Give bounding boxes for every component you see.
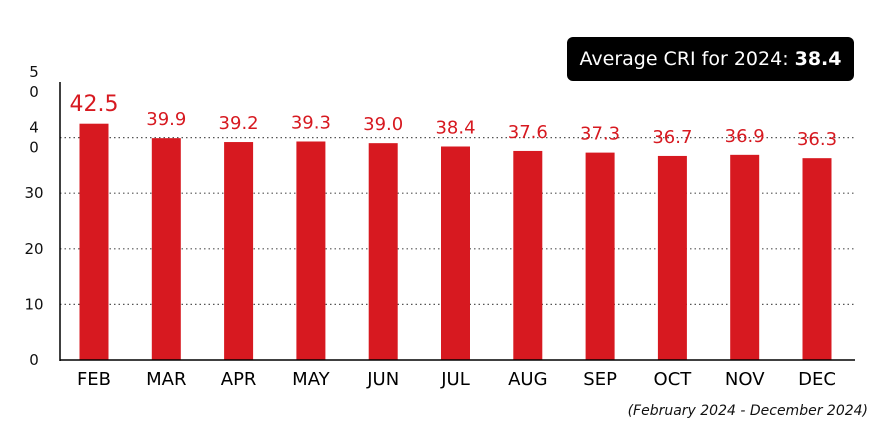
average-cri-value: 38.4 bbox=[794, 48, 842, 70]
date-range-footnote: (February 2024 - December 2024) bbox=[627, 403, 868, 419]
x-tick-label: AUG bbox=[508, 369, 547, 390]
bar bbox=[296, 141, 326, 360]
average-cri-badge: Average CRI for 2024: 38.4 bbox=[567, 37, 854, 81]
data-label: 38.4 bbox=[435, 117, 475, 138]
x-tick-label: DEC bbox=[798, 369, 836, 390]
y-tick-label: 30 bbox=[24, 184, 43, 202]
axes: 0 10 20 30 4 0 5 0 FEB MAR APR MAY JUN JUL AUG SEP OCT NO… bbox=[24, 63, 855, 390]
bar bbox=[585, 152, 615, 360]
average-cri-label: Average CRI for 2024: bbox=[579, 48, 789, 70]
data-label: 36.7 bbox=[652, 127, 692, 148]
y-tick-label: 10 bbox=[24, 295, 43, 313]
data-label: 39.0 bbox=[363, 114, 403, 135]
x-tick-label: NOV bbox=[725, 369, 765, 390]
bar bbox=[368, 143, 398, 360]
bar bbox=[79, 123, 109, 360]
bar bbox=[224, 142, 254, 360]
bar bbox=[657, 155, 687, 360]
data-label: 37.6 bbox=[508, 122, 548, 143]
bar bbox=[802, 158, 832, 360]
bar bbox=[151, 138, 181, 360]
x-tick-label: SEP bbox=[583, 369, 617, 390]
x-tick-label: MAR bbox=[146, 369, 186, 390]
bar bbox=[730, 154, 760, 360]
x-tick-label: OCT bbox=[654, 369, 693, 390]
x-tick-label: APR bbox=[221, 369, 257, 390]
y-tick-label: 0 bbox=[29, 351, 39, 369]
y-tick-label: 20 bbox=[24, 240, 43, 258]
x-tick-label: JUL bbox=[440, 369, 470, 390]
data-label: 42.5 bbox=[70, 92, 119, 117]
x-tick-label: MAY bbox=[292, 369, 330, 390]
data-label: 37.3 bbox=[580, 124, 620, 145]
data-label: 36.3 bbox=[797, 129, 837, 150]
bar bbox=[513, 150, 543, 360]
data-label: 36.9 bbox=[725, 126, 765, 147]
x-tick-label: JUN bbox=[366, 369, 399, 390]
x-tick-label: FEB bbox=[77, 369, 111, 390]
data-labels: 42.5 39.9 39.2 39.3 39.0 38.4 37.6 37.3 36.7 36.9… bbox=[70, 92, 838, 150]
bars bbox=[79, 123, 832, 360]
bar bbox=[441, 146, 470, 360]
data-label: 39.9 bbox=[146, 109, 186, 130]
data-label: 39.2 bbox=[219, 113, 259, 134]
data-label: 39.3 bbox=[291, 112, 331, 133]
